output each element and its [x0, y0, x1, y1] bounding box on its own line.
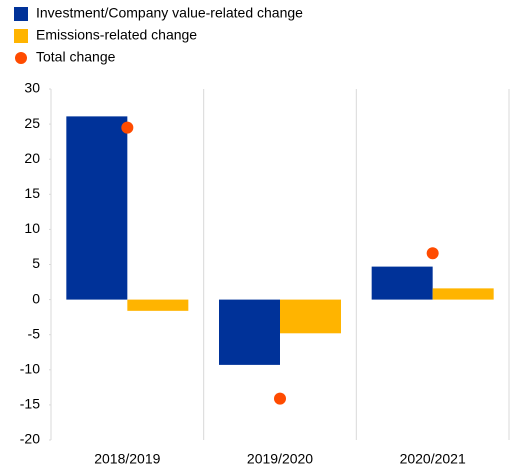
y-tick-label: 20 [24, 150, 40, 166]
bar [371, 266, 433, 300]
y-tick-label: 25 [24, 115, 40, 131]
y-tick-label: 30 [24, 80, 40, 96]
y-tick-label: 15 [24, 185, 40, 201]
y-tick-label: -5 [28, 325, 41, 341]
y-tick-label: 0 [32, 290, 40, 306]
x-tick-label: 2019/2020 [247, 451, 313, 467]
total-dot [426, 247, 439, 260]
y-tick-label: -15 [20, 396, 40, 412]
total-dot [121, 121, 134, 134]
bar [219, 299, 280, 365]
legend-label: Investment/Company value-related change [36, 5, 303, 21]
x-tick-label: 2020/2021 [400, 451, 466, 467]
legend-label: Total change [36, 49, 116, 65]
y-tick-label: 5 [32, 255, 40, 271]
y-tick-label: -20 [20, 431, 40, 447]
legend-marker [14, 7, 28, 21]
bar [66, 116, 128, 300]
bar [432, 288, 494, 300]
bar [127, 299, 189, 311]
legend-marker [15, 52, 27, 64]
y-tick-label: -10 [20, 361, 40, 377]
legend-marker [14, 29, 28, 43]
x-tick-label: 2018/2019 [94, 451, 160, 467]
legend-label: Emissions-related change [36, 27, 197, 43]
total-dot [274, 392, 286, 405]
y-tick-label: 10 [24, 220, 40, 236]
bar [280, 299, 341, 334]
